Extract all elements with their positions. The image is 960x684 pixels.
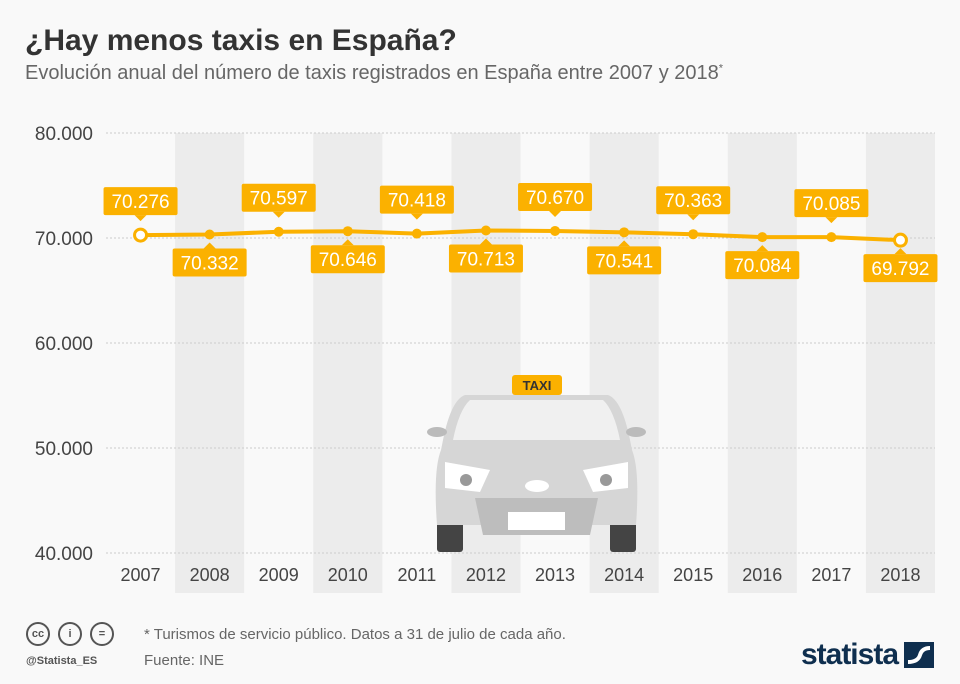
data-label: 70.646 — [310, 239, 385, 274]
data-point — [480, 225, 491, 236]
data-label-pointer — [549, 210, 562, 217]
x-tick-label: 2007 — [121, 565, 161, 585]
data-label-text: 70.646 — [319, 250, 377, 271]
data-label-box — [241, 183, 316, 212]
data-label-box — [725, 251, 800, 280]
chart-subtitle: Evolución anual del número de taxis regi… — [25, 62, 723, 85]
data-label-box — [587, 246, 662, 275]
data-label-pointer — [134, 215, 147, 222]
data-label-pointer — [272, 211, 285, 218]
x-tick-label: 2010 — [328, 565, 368, 585]
y-tick-label: 70.000 — [35, 229, 93, 250]
cc-icon: cc — [26, 622, 50, 646]
statista-logo-icon — [904, 642, 934, 668]
x-tick-label: 2017 — [811, 565, 851, 585]
data-label-box — [863, 254, 938, 283]
y-tick-label: 50.000 — [35, 439, 93, 460]
x-tick-label: 2012 — [466, 565, 506, 585]
footnote: * Turismos de servicio público. Datos a … — [144, 626, 566, 643]
statista-logo[interactable]: statista — [801, 638, 934, 672]
data-point — [204, 229, 215, 240]
data-label-pointer — [618, 240, 631, 247]
data-label-text: 70.713 — [457, 250, 515, 271]
data-label: 70.713 — [448, 238, 523, 273]
data-label-box — [656, 186, 731, 215]
data-label-pointer — [341, 239, 354, 246]
data-label-box — [310, 245, 385, 274]
data-label-text: 70.084 — [733, 256, 792, 277]
data-point — [619, 227, 630, 238]
data-label-pointer — [687, 214, 700, 221]
data-label-text: 69.792 — [871, 259, 929, 280]
subtitle-text: Evolución anual del número de taxis regi… — [25, 62, 719, 84]
data-label-pointer — [410, 213, 423, 220]
data-label-text: 70.332 — [181, 254, 239, 275]
column-band — [865, 133, 935, 593]
data-label-box — [172, 248, 247, 277]
statista-handle[interactable]: @Statista_ES — [26, 655, 98, 667]
chart-title: ¿Hay menos taxis en España? — [25, 24, 457, 57]
data-point — [826, 232, 837, 243]
data-point — [342, 226, 353, 237]
data-label-text: 70.276 — [111, 192, 169, 213]
taxi-illustration: TAXI — [427, 375, 646, 552]
x-tick-label: 2008 — [190, 565, 230, 585]
attribution-icon: i — [58, 622, 82, 646]
x-tick-label: 2018 — [880, 565, 920, 585]
data-label-box — [379, 185, 454, 214]
data-point — [550, 225, 561, 236]
data-label-box — [518, 182, 593, 211]
x-tick-label: 2009 — [259, 565, 299, 585]
data-label-box — [448, 244, 523, 273]
y-tick-label: 80.000 — [35, 124, 93, 145]
x-tick-label: 2013 — [535, 565, 575, 585]
data-label-pointer — [894, 248, 907, 255]
data-label: 70.670 — [518, 182, 593, 217]
data-label: 70.363 — [656, 186, 731, 221]
data-point — [757, 232, 768, 243]
data-point — [892, 232, 908, 248]
x-tick-label: 2015 — [673, 565, 713, 585]
data-label-text: 70.418 — [388, 191, 446, 212]
data-label: 69.792 — [863, 248, 938, 283]
data-label: 70.084 — [725, 245, 800, 280]
data-label-box — [794, 189, 869, 218]
data-label-text: 70.085 — [802, 194, 860, 215]
data-label-text: 70.541 — [595, 251, 653, 272]
data-label: 70.276 — [103, 187, 178, 222]
source: Fuente: INE — [144, 652, 225, 669]
data-label-pointer — [756, 245, 769, 252]
column-band — [313, 133, 383, 593]
data-point — [133, 227, 149, 243]
data-label: 70.085 — [794, 189, 869, 224]
data-label: 70.418 — [379, 185, 454, 220]
subtitle-mark: * — [718, 62, 724, 75]
x-tick-label: 2016 — [742, 565, 782, 585]
y-tick-label: 60.000 — [35, 334, 93, 355]
data-label: 70.541 — [587, 240, 662, 275]
data-label-pointer — [825, 217, 838, 224]
column-band — [727, 133, 797, 593]
no-derivatives-icon: = — [90, 622, 114, 646]
data-point — [273, 226, 284, 237]
column-band — [175, 133, 245, 593]
series-line — [140, 228, 901, 243]
taxi-sign-text: TAXI — [523, 378, 552, 393]
data-label-pointer — [203, 242, 216, 249]
data-label: 70.597 — [241, 183, 316, 218]
logo-text: statista — [800, 638, 899, 671]
data-label: 70.332 — [172, 242, 247, 277]
x-tick-label: 2011 — [398, 565, 437, 585]
x-tick-label: 2014 — [604, 565, 644, 585]
data-label-box — [103, 187, 178, 216]
data-point — [688, 229, 699, 240]
data-label-text: 70.363 — [664, 191, 722, 212]
data-label-text: 70.597 — [250, 189, 308, 210]
data-point — [411, 228, 422, 239]
y-tick-label: 40.000 — [35, 544, 93, 565]
data-label-pointer — [479, 238, 492, 245]
data-label-text: 70.670 — [526, 188, 584, 209]
